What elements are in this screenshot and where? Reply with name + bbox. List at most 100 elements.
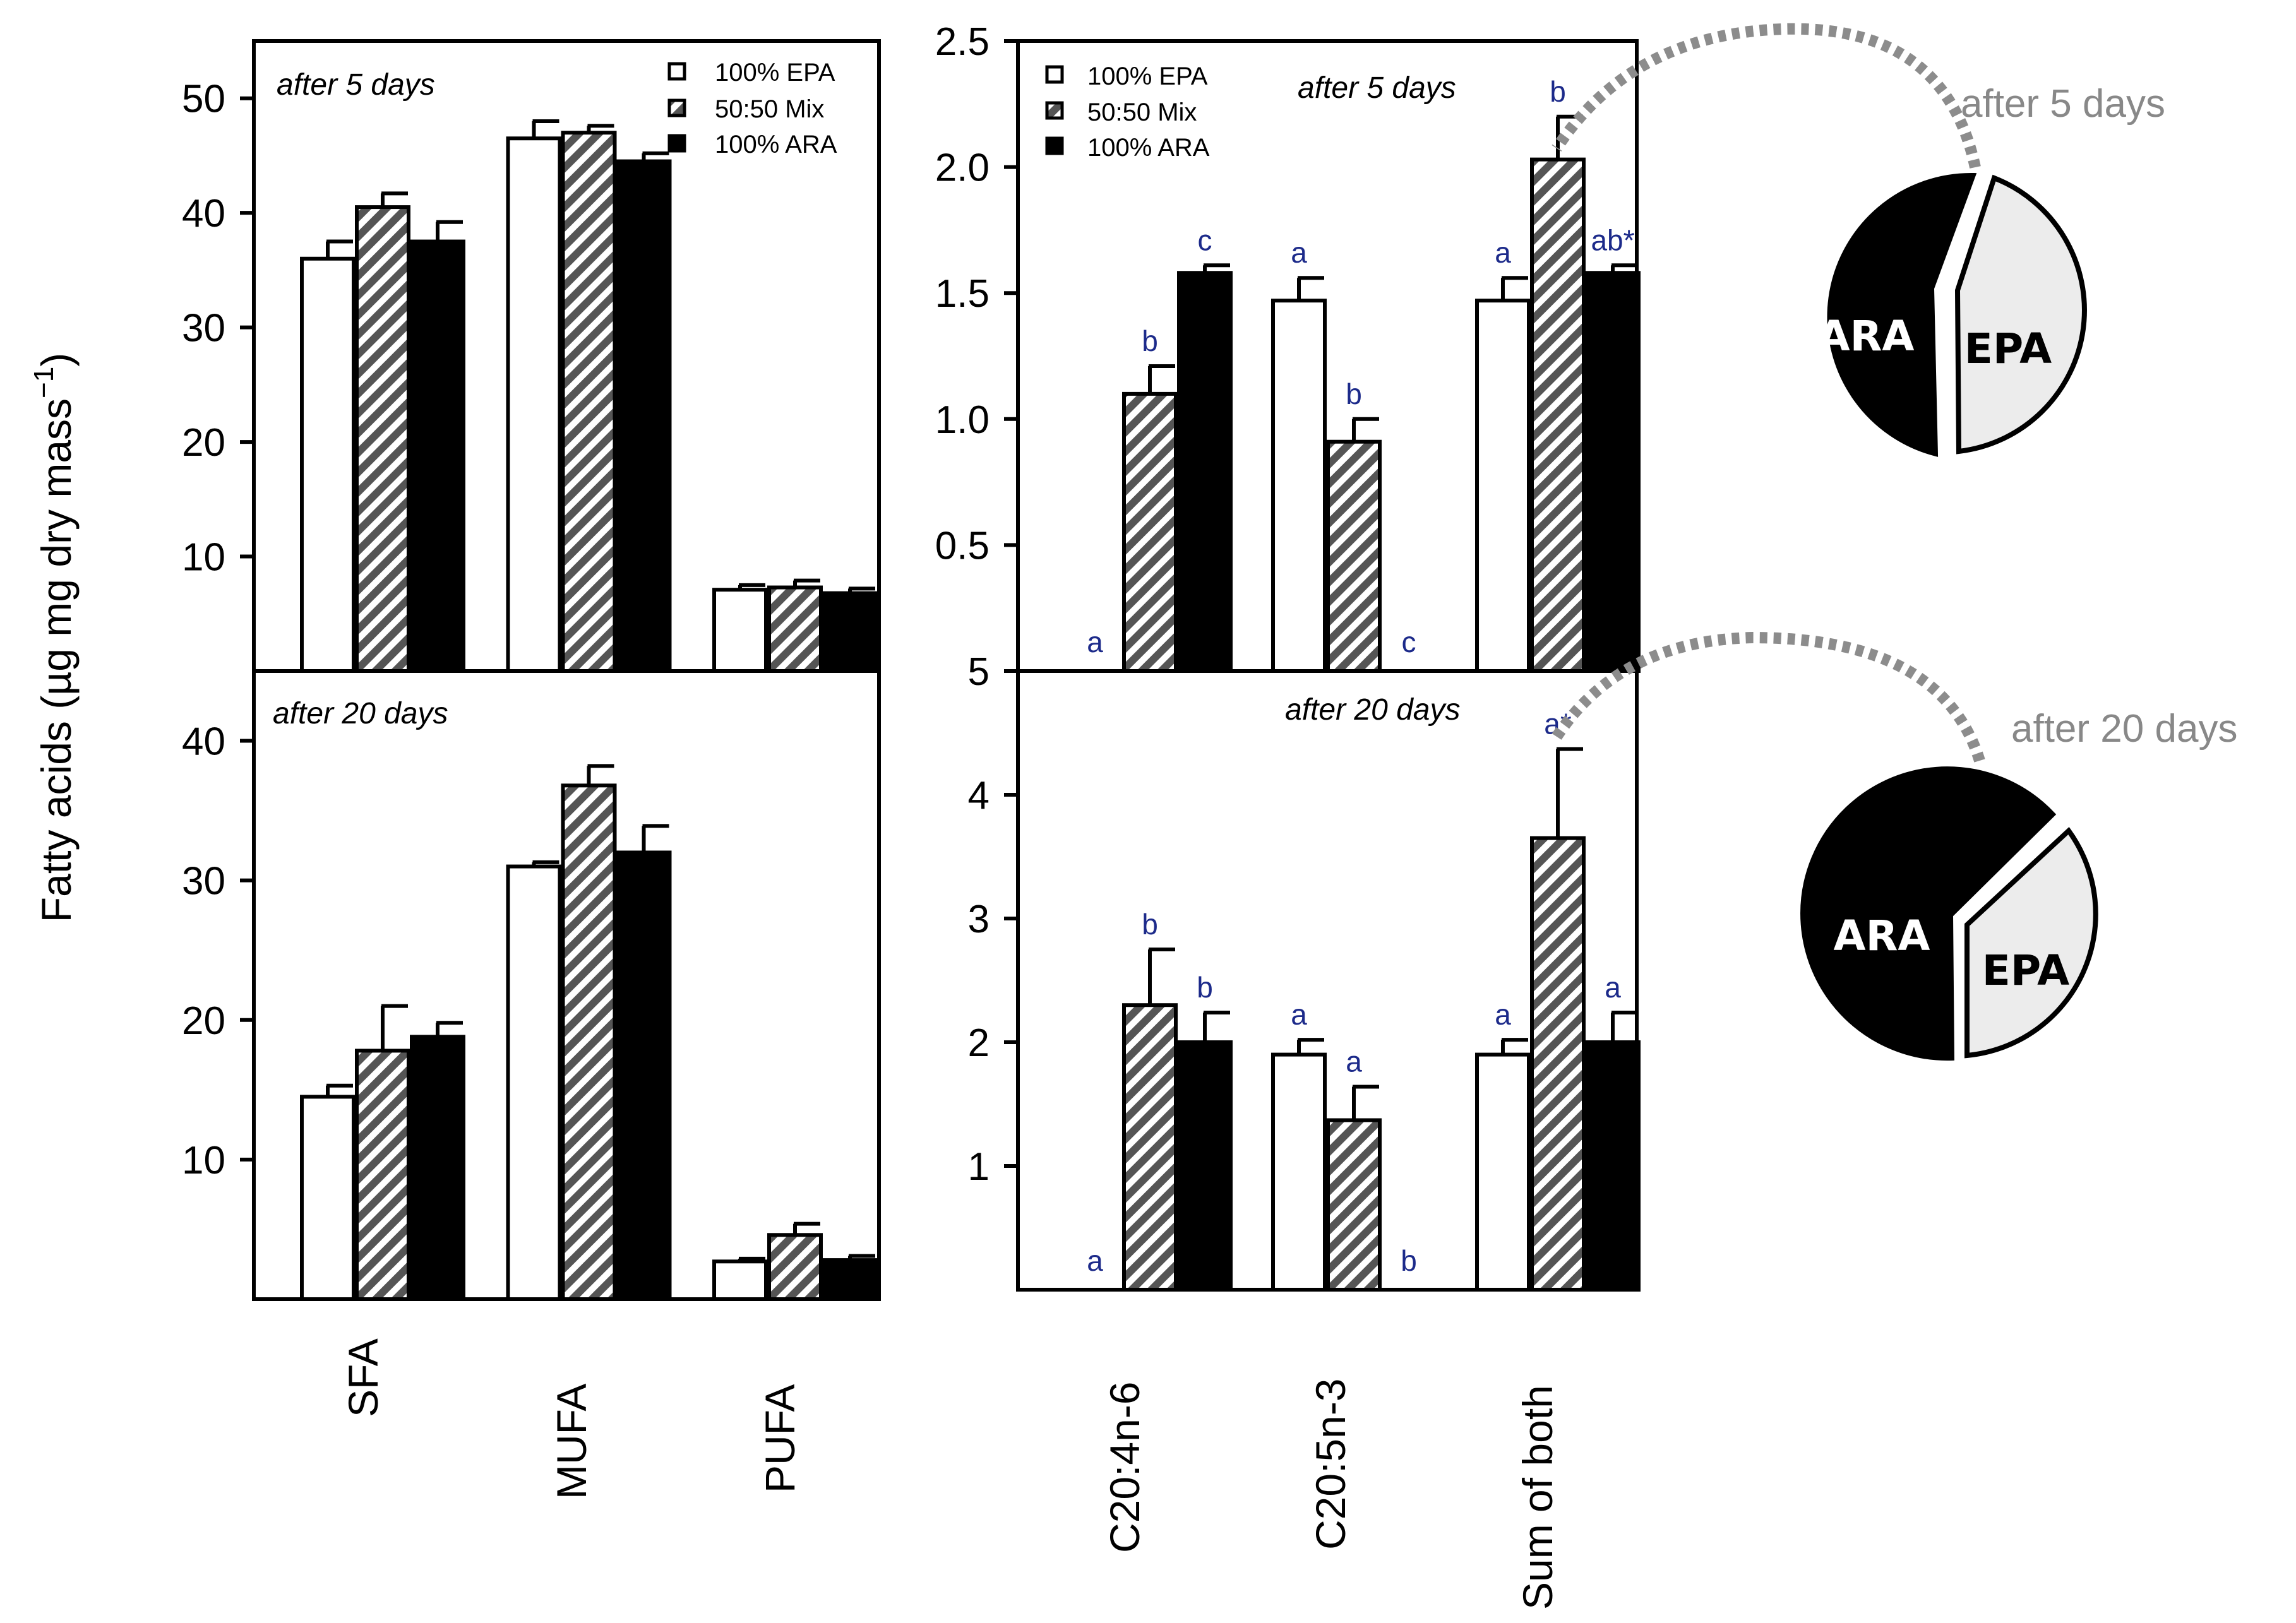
y-tick-label: 3: [968, 898, 990, 941]
chart-right-after-5-days: after 5 days 0.5 1.0 1.5 2.0 2.5 a a a b b b c c ab*: [935, 20, 1641, 674]
bar-right-20-days-c20-4n-6-ara: [1177, 1040, 1233, 1292]
pie-slice-epa: [1954, 174, 2087, 455]
pie-after-20-days: after 20 days ARA EPA: [1548, 631, 2237, 1061]
panel-title: after 5 days: [1298, 71, 1456, 105]
bar-left-5-days-sfa-mix: [355, 205, 410, 674]
bar-left-20-days-mufa-mix: [561, 783, 617, 1302]
significance-label-right-5-days-c20-5n-3-ara: c: [1402, 626, 1416, 658]
y-tick-label: 0.5: [935, 524, 990, 568]
bar-right-5-days-c20-5n-3-mix: [1326, 439, 1382, 674]
significance-label-right-20-days-c20-4n-6-ara: b: [1197, 971, 1213, 1004]
panel-title: after 20 days: [1285, 693, 1461, 727]
y-tick-label: 5: [968, 650, 990, 694]
pie-slice-epa: [1964, 826, 2098, 1059]
bar-right-5-days-c20-4n-6-ara: [1177, 271, 1233, 674]
bar-left-5-days-pufa-mix: [767, 585, 823, 674]
significance-label-right-20-days-c20-5n-3-epa: a: [1291, 998, 1307, 1031]
pie-slice-ara: [1800, 766, 2057, 1061]
y-tick-label: 1.5: [935, 272, 990, 316]
bar-left-20-days-sfa-mix: [355, 1049, 410, 1302]
significance-label-right-20-days-c20-5n-3-mix: a: [1346, 1045, 1362, 1078]
legend-swatch-ara: [1045, 136, 1064, 155]
bar-left-20-days-pufa-epa: [712, 1259, 768, 1302]
legend-label-epa: 100% EPA: [1087, 62, 1208, 90]
pie-slice-ara: [1827, 172, 1977, 457]
bar-left-20-days-mufa-epa: [506, 864, 562, 1301]
bar-right-5-days-sum-of-both-mix: [1530, 157, 1586, 673]
bar-left-20-days-pufa-ara: [822, 1258, 878, 1301]
legend-label-epa: 100% EPA: [715, 59, 835, 86]
bar-right-20-days-c20-5n-3-epa: [1271, 1052, 1327, 1292]
y-tick-label: 4: [968, 774, 990, 817]
x-label-sfa: SFA: [340, 1338, 386, 1417]
x-label-c20-4n-6: C20:4n-6: [1101, 1381, 1148, 1553]
bar-right-5-days-c20-5n-3-epa: [1271, 299, 1327, 673]
significance-label-right-5-days-c20-4n-6-epa: a: [1087, 626, 1103, 658]
significance-label-right-20-days-c20-4n-6-epa: a: [1087, 1244, 1103, 1277]
y-tick-label: 50: [182, 78, 225, 121]
dotted-connector: [1548, 631, 1985, 763]
panel-title: after 5 days: [277, 68, 435, 102]
bar-left-20-days-pufa-mix: [767, 1233, 823, 1302]
bar-left-5-days-pufa-ara: [822, 591, 878, 673]
significance-label-right-5-days-c20-4n-6-mix: b: [1142, 324, 1158, 357]
bar-right-20-days-c20-4n-6-mix: [1122, 1003, 1178, 1292]
y-tick-label: 30: [182, 307, 225, 350]
bar-right-5-days-c20-4n-6-mix: [1122, 391, 1178, 673]
bar-left-5-days-mufa-epa: [506, 136, 562, 673]
legend-label-mix: 50:50 Mix: [1087, 98, 1197, 126]
legend-swatch-ara: [667, 134, 686, 153]
pie-title: after 20 days: [2011, 707, 2237, 751]
significance-label-right-20-days-c20-5n-3-ara: b: [1401, 1244, 1417, 1277]
pie-after-5-days: after 5 days ARA EPA: [1552, 23, 2165, 457]
bar-right-20-days-sum-of-both-mix: [1530, 836, 1586, 1292]
legend-swatch-mix: [667, 98, 686, 117]
bar-right-5-days-sum-of-both-ara: [1585, 271, 1641, 674]
y-axis-label: Fatty acids (µg mg dry mass−1): [28, 353, 80, 922]
pie-label-epa: EPA: [1982, 946, 2069, 995]
chart-left-after-5-days: after 5 days 10 20 30 40 50: [182, 39, 881, 674]
bar-right-20-days-c20-5n-3-mix: [1326, 1118, 1382, 1292]
y-tick-label: 20: [182, 999, 225, 1043]
legend-swatch-epa: [667, 62, 686, 81]
x-label-pufa: PUFA: [756, 1384, 803, 1493]
legend-left-top: 100% EPA 50:50 Mix 100% ARA: [667, 59, 837, 158]
x-label-sum-of-both: Sum of both: [1514, 1385, 1561, 1610]
significance-label-right-5-days-c20-5n-3-epa: a: [1291, 236, 1307, 269]
bar-right-20-days-sum-of-both-ara: [1585, 1040, 1641, 1292]
legend-label-ara: 100% ARA: [1087, 134, 1210, 162]
pie-title: after 5 days: [1961, 82, 2165, 126]
y-tick-label: 40: [182, 720, 225, 764]
y-tick-label: 1.0: [935, 398, 990, 442]
bar-right-5-days-sum-of-both-epa: [1475, 299, 1531, 673]
y-tick-label: 2.5: [935, 20, 990, 64]
y-tick-label: 40: [182, 192, 225, 235]
bar-left-5-days-mufa-ara: [616, 159, 672, 673]
legend-label-ara: 100% ARA: [715, 131, 837, 158]
bar-left-5-days-sfa-epa: [300, 256, 356, 674]
legend-swatch-epa: [1045, 65, 1064, 84]
significance-label-right-20-days-sum-of-both-epa: a: [1495, 998, 1511, 1031]
significance-label-right-5-days-sum-of-both-epa: a: [1495, 236, 1511, 269]
x-category-labels: SFA MUFA PUFA C20:4n-6 C20:5n-3 Sum of b…: [340, 1338, 1561, 1610]
significance-label-right-5-days-sum-of-both-ara: ab*: [1591, 223, 1634, 256]
y-tick-label: 30: [182, 860, 225, 903]
bar-left-20-days-sfa-ara: [410, 1035, 465, 1302]
significance-label-right-5-days-c20-4n-6-ara: c: [1198, 223, 1212, 256]
significance-label-right-5-days-c20-5n-3-mix: b: [1346, 378, 1362, 410]
significance-label-right-20-days-c20-4n-6-mix: b: [1142, 908, 1158, 941]
pie-label-ara: ARA: [1834, 912, 1930, 960]
bar-left-5-days-sfa-ara: [410, 239, 465, 673]
y-tick-label: 10: [182, 536, 225, 580]
x-label-c20-5n-3: C20:5n-3: [1307, 1378, 1354, 1550]
y-tick-label: 2.0: [935, 146, 990, 190]
y-tick-label: 20: [182, 421, 225, 465]
y-tick-label: 2: [968, 1021, 990, 1065]
panel-title: after 20 days: [273, 697, 448, 730]
chart-left-after-20-days: after 20 days 10 20 30 40: [182, 669, 881, 1302]
significance-label-right-20-days-sum-of-both-ara: a: [1605, 971, 1621, 1004]
y-tick-label: 10: [182, 1139, 225, 1182]
significance-label-right-5-days-sum-of-both-mix: b: [1550, 75, 1566, 108]
